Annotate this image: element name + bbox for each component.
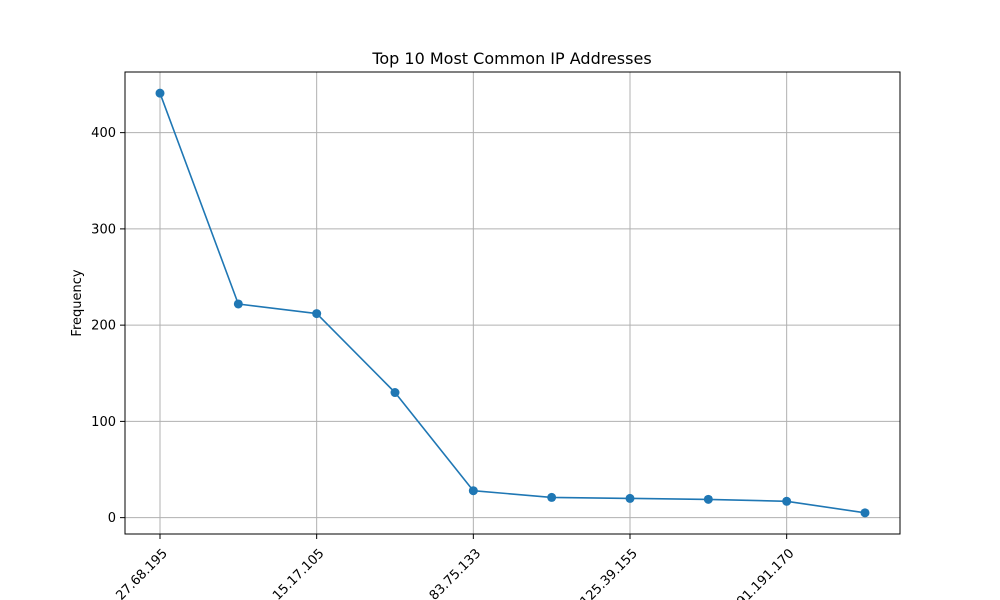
data-point [625,493,635,503]
y-tick-label: 400 [91,126,116,141]
x-tick-label: ...83.75.133 [418,546,484,600]
x-tick-label: ...15.17.105 [261,546,327,600]
data-point [468,486,478,496]
data-point [390,388,400,398]
x-tick-label: ...91.191.170 [725,546,797,600]
grid [125,72,900,534]
y-axis-ticks: 0 100 200 300 400 [91,126,125,526]
x-tick-label: ...125.39.155 [569,546,641,600]
y-tick-label: 100 [91,415,116,430]
plot-frame [124,71,901,535]
data-point [860,508,870,518]
data-points [155,88,870,518]
series-line-group [159,92,866,514]
data-point [312,309,322,319]
y-tick-label: 300 [91,222,116,237]
data-point [782,496,792,506]
data-point [547,492,557,502]
series-line [159,92,866,514]
data-point [233,299,243,309]
y-tick-label: 0 [108,511,116,526]
x-axis-ticks: ...27.68.195 ...15.17.105 ...83.75.133 ...1… [105,534,797,600]
y-axis-label: Frequency [70,269,85,336]
chart-title: Top 10 Most Common IP Addresses [371,49,651,68]
y-tick-label: 200 [91,319,116,334]
data-point [155,88,165,98]
x-tick-label: ...27.68.195 [105,546,171,600]
data-point [703,494,713,504]
